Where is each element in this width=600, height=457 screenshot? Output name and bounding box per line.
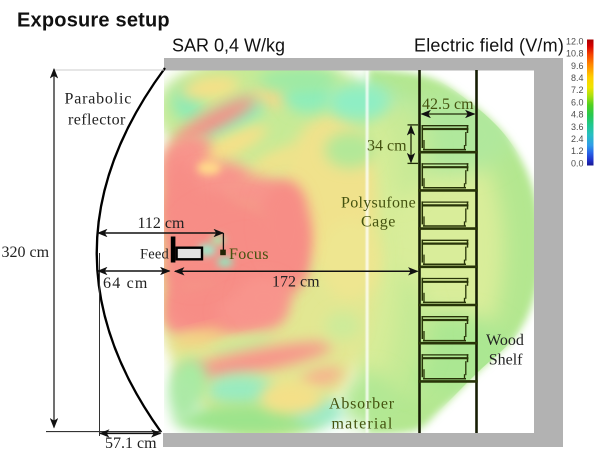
svg-text:320 cm: 320 cm: [2, 244, 50, 261]
svg-text:4.8: 4.8: [571, 110, 584, 120]
svg-text:7.2: 7.2: [571, 85, 584, 95]
svg-text:9.6: 9.6: [571, 61, 584, 71]
svg-text:Wood: Wood: [486, 332, 524, 349]
svg-text:3.6: 3.6: [571, 122, 584, 132]
svg-text:1.2: 1.2: [571, 146, 584, 156]
svg-text:42.5 cm: 42.5 cm: [422, 96, 474, 113]
svg-text:material: material: [332, 416, 394, 433]
svg-text:172 cm: 172 cm: [272, 274, 320, 291]
svg-text:57.1 cm: 57.1 cm: [105, 435, 157, 452]
svg-text:34 cm: 34 cm: [367, 138, 407, 155]
svg-text:8.4: 8.4: [571, 73, 584, 83]
svg-text:6.0: 6.0: [571, 97, 584, 107]
svg-text:Electric field (V/m): Electric field (V/m): [414, 36, 564, 56]
svg-text:SAR 0,4 W/kg: SAR 0,4 W/kg: [172, 36, 285, 56]
svg-text:10.8: 10.8: [566, 49, 584, 59]
svg-text:Shelf: Shelf: [489, 352, 523, 369]
svg-text:Focus: Focus: [229, 246, 269, 263]
svg-text:Parabolic: Parabolic: [65, 91, 133, 108]
svg-text:0.0: 0.0: [571, 158, 584, 168]
svg-text:2.4: 2.4: [571, 134, 584, 144]
svg-text:Cage: Cage: [361, 214, 396, 231]
svg-text:12.0: 12.0: [566, 36, 584, 46]
svg-text:64 cm: 64 cm: [103, 275, 149, 292]
svg-text:reflector: reflector: [68, 112, 126, 129]
svg-text:Exposure setup: Exposure setup: [17, 10, 170, 32]
svg-text:112 cm: 112 cm: [138, 215, 186, 232]
svg-text:Polysufone: Polysufone: [341, 195, 416, 212]
svg-text:Feed: Feed: [140, 247, 170, 263]
svg-text:Absorber: Absorber: [329, 396, 395, 413]
